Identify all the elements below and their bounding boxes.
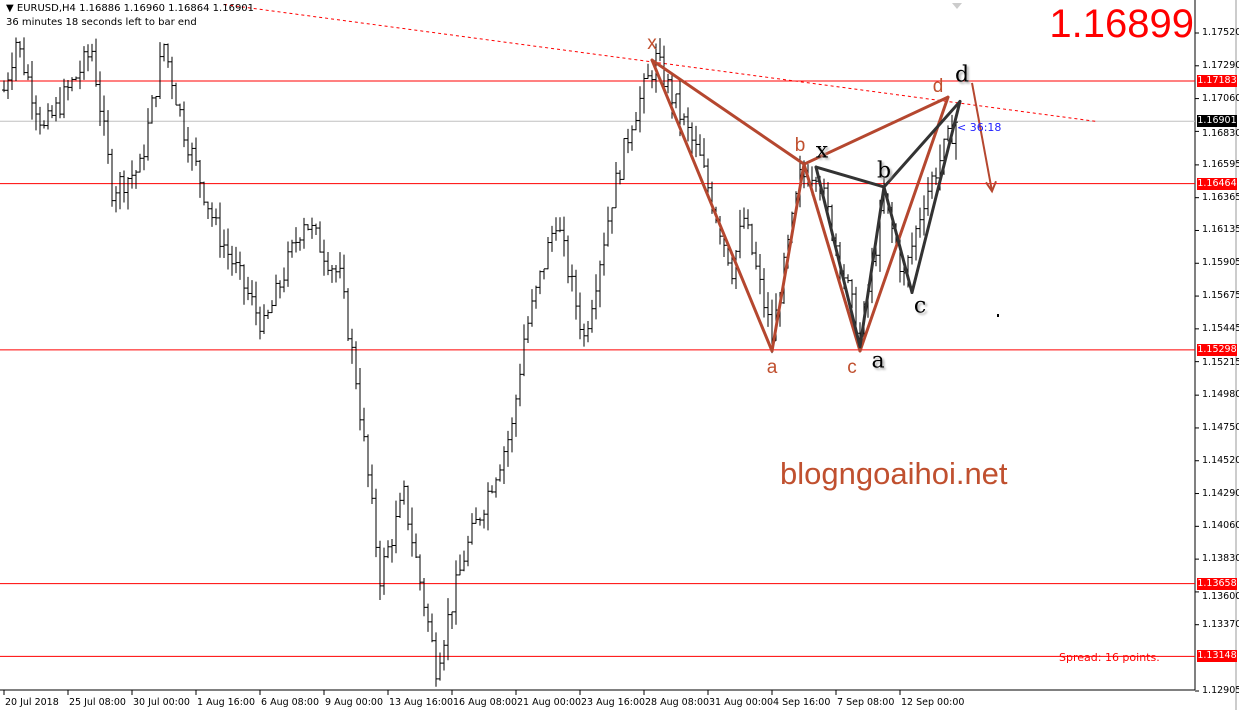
y-tick-label: 1.15905 — [1202, 257, 1239, 269]
x-tick-label: 6 Aug 08:00 — [261, 697, 320, 708]
pattern-2-line — [910, 99, 962, 294]
y-tick-label: 1.14520 — [1202, 454, 1239, 466]
symbol-info: ▼ EURUSD,H4 1.16886 1.16960 1.16864 1.16… — [6, 3, 254, 14]
y-tick-label: 1.14060 — [1202, 520, 1239, 532]
pattern-1-point-label: x — [647, 33, 657, 55]
x-tick-label: 1 Aug 16:00 — [197, 697, 256, 708]
pattern-2-point-label: c — [913, 293, 927, 319]
y-tick-label: 1.14750 — [1202, 421, 1239, 433]
big-price-display: 1.16899 — [1049, 2, 1194, 46]
x-tick-label: 9 Aug 00:00 — [325, 697, 384, 708]
level-price-label: 1.15298 — [1197, 343, 1237, 356]
pattern-1-line — [858, 95, 950, 353]
pattern-2-line — [814, 165, 886, 189]
level-price-label: 1.13148 — [1197, 650, 1237, 663]
y-tick-label: 1.16830 — [1202, 128, 1239, 140]
pattern-2-point-label: d — [954, 62, 970, 88]
x-tick-label: 31 Aug 00:00 — [709, 697, 774, 708]
watermark: blogngoaihoi.net — [780, 456, 1008, 491]
y-tick-label: 1.15215 — [1202, 356, 1239, 368]
x-tick-label: 13 Aug 16:00 — [389, 697, 454, 708]
pattern-1-line — [770, 162, 806, 353]
y-tick-label: 1.17290 — [1202, 59, 1239, 71]
y-tick-label: 1.14980 — [1202, 389, 1239, 401]
y-tick-label: 1.14290 — [1202, 487, 1239, 499]
pattern-1-line — [650, 58, 774, 353]
pattern-2-point-label: a — [871, 348, 885, 374]
y-tick-label: 1.12905 — [1202, 685, 1239, 696]
y-tick-label: 1.13830 — [1202, 553, 1239, 565]
x-tick-label: 21 Aug 00:00 — [517, 697, 582, 708]
pattern-1-line — [650, 58, 806, 166]
spread-label: Spread: 16 points. — [1059, 651, 1160, 664]
level-price-label: 1.17183 — [1197, 75, 1237, 88]
y-tick-label: 1.17060 — [1202, 92, 1239, 104]
pattern-1-line — [802, 95, 950, 166]
x-tick-label: 28 Aug 08:00 — [645, 697, 710, 708]
down-arrow-icon — [971, 82, 993, 192]
level-price-label: 1.16464 — [1197, 177, 1237, 190]
arrow-head-icon — [985, 180, 997, 194]
pattern-2-line — [882, 99, 962, 189]
y-tick-label: 1.13600 — [1202, 590, 1239, 602]
x-tick-label: 4 Sep 16:00 — [773, 697, 831, 708]
y-tick-label: 1.16365 — [1202, 191, 1239, 203]
x-tick-label: 25 Jul 08:00 — [69, 697, 126, 708]
pattern-2-point-label: b — [876, 158, 892, 184]
trendline — [223, 3, 1097, 122]
pattern-2-line — [882, 185, 914, 294]
pattern-2-line — [814, 165, 862, 349]
x-tick-label: 20 Jul 2018 — [5, 697, 59, 708]
y-tick-label: 1.17520 — [1202, 27, 1239, 38]
y-tick-label: 1.16595 — [1202, 158, 1239, 170]
ohlc-readout: EURUSD,H4 1.16886 1.16960 1.16864 1.1690… — [16, 3, 255, 14]
current-price-label: 1.16901 — [1197, 115, 1237, 128]
x-tick-label: 12 Sep 00:00 — [901, 697, 965, 708]
x-tick-label: 7 Sep 08:00 — [837, 697, 895, 708]
bar-timer-text: 36 minutes 18 seconds left to bar end — [6, 17, 197, 28]
pattern-1-point-label: d — [932, 76, 944, 98]
x-tick-label: 23 Aug 16:00 — [581, 697, 646, 708]
bar-countdown: < 36:18 — [957, 121, 1002, 134]
x-tick-label: 30 Jul 00:00 — [133, 697, 190, 708]
dropdown-icon[interactable]: ▼ — [6, 3, 14, 14]
y-tick-label: 1.16135 — [1202, 224, 1239, 236]
pattern-2-point-label: x — [815, 138, 829, 164]
y-tick-label: 1.15675 — [1202, 290, 1239, 302]
shift-marker-icon — [952, 3, 962, 9]
pattern-2-line — [858, 185, 886, 349]
level-price-label: 1.13658 — [1197, 577, 1237, 590]
pattern-1-point-label: c — [847, 356, 857, 378]
y-tick-label: 1.15445 — [1202, 322, 1239, 334]
pattern-1-point-label: b — [794, 135, 806, 157]
pattern-1-line — [802, 162, 862, 353]
pattern-1-point-label: a — [766, 356, 778, 378]
y-tick-label: 1.13370 — [1202, 618, 1239, 630]
x-tick-label: 16 Aug 08:00 — [453, 697, 518, 708]
dot-marker — [997, 314, 999, 317]
